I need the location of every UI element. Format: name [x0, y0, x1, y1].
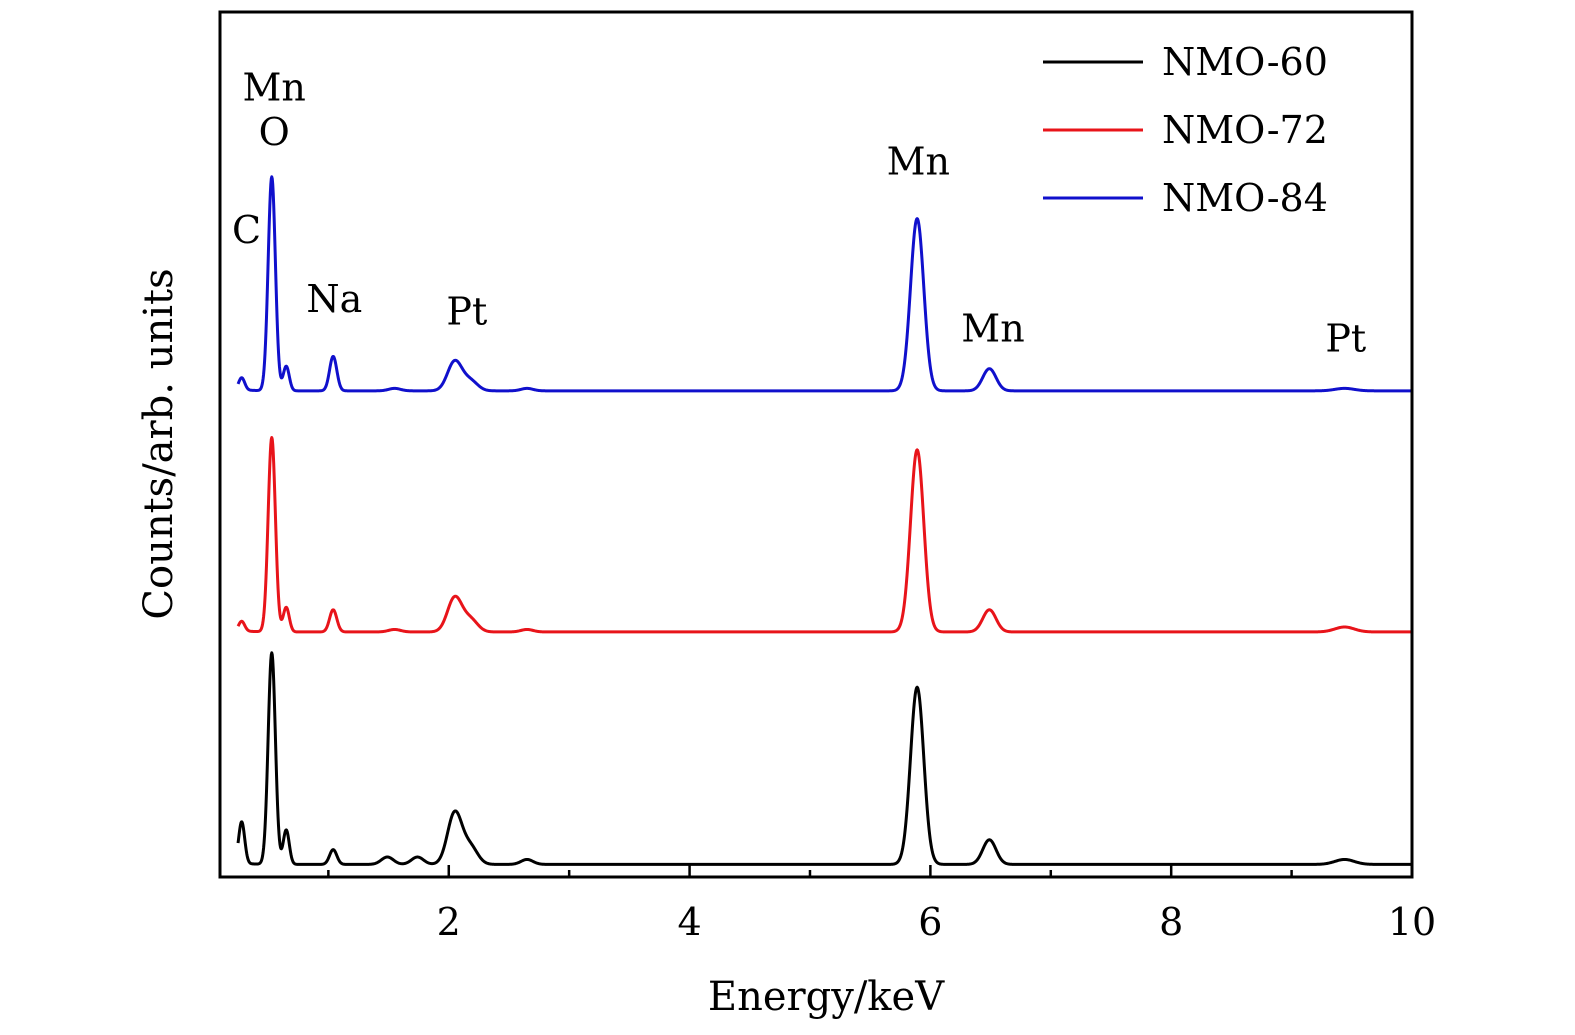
- peak-label-o: O: [259, 110, 290, 154]
- spectrum-curves: [236, 175, 1413, 866]
- series-line-nmo-72: [236, 436, 1413, 634]
- x-tick-label: 8: [1159, 900, 1183, 944]
- plot-frame: [218, 10, 1414, 879]
- x-tick-label: 2: [437, 900, 461, 944]
- legend: NMO-60 NMO-72 NMO-84: [1043, 40, 1328, 220]
- series-line-nmo-60: [236, 651, 1413, 866]
- legend-label-nmo-84: NMO-84: [1162, 176, 1328, 220]
- peak-label-pt: Pt: [446, 289, 487, 333]
- x-tick-label: 4: [677, 900, 701, 944]
- axis-ticks: 2 4 6 8 10: [327, 865, 1436, 944]
- peak-label-mn: Mn: [887, 139, 950, 183]
- peak-label-pt: Pt: [1325, 316, 1366, 360]
- peak-label-na: Na: [306, 277, 362, 321]
- peak-label-mn: Mn: [242, 66, 305, 110]
- legend-label-nmo-72: NMO-72: [1162, 108, 1328, 152]
- y-axis-title: Counts/arb. units: [136, 268, 182, 619]
- x-tick-label: 10: [1388, 900, 1436, 944]
- series-line-nmo-84: [236, 175, 1413, 393]
- peak-label-c: C: [232, 208, 261, 252]
- peak-label-mn: Mn: [961, 307, 1024, 351]
- legend-label-nmo-60: NMO-60: [1162, 40, 1328, 84]
- x-axis-title: Energy/keV: [708, 974, 945, 1020]
- x-tick-label: 6: [918, 900, 942, 944]
